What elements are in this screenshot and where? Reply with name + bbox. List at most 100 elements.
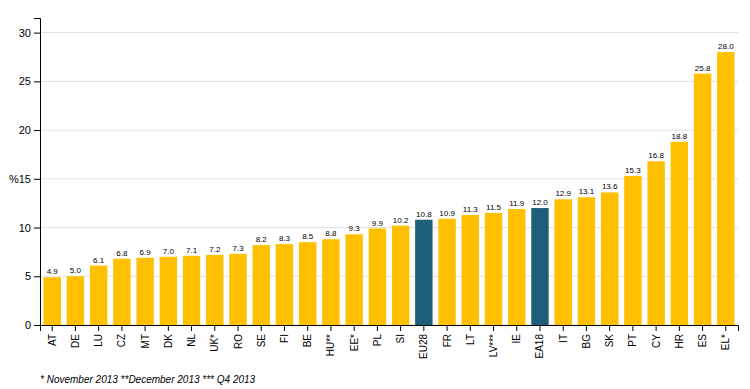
x-tick-label: SE [256,334,267,348]
bar [624,176,641,325]
x-tick-label: IE [511,334,522,344]
x-tick-label: HU** [325,334,336,356]
data-label: 9.3 [349,224,361,233]
y-axis-line [34,19,41,326]
data-label: 10.8 [416,210,432,219]
x-tick: NL [186,325,197,347]
x-tick-mark [493,325,494,331]
x-tick-label: BE [302,334,313,348]
y-tick: %15 [9,173,40,185]
x-tick: HU** [325,325,336,356]
x-tick-mark [238,325,239,331]
x-tick: PT [627,325,638,347]
x-tick-label: MT [140,334,151,348]
data-label: 18.8 [672,132,688,141]
bar [647,161,664,325]
x-tick-mark [168,325,169,331]
grid-line [40,81,738,82]
data-label: 5.0 [70,266,82,275]
bar [276,244,293,325]
annotations: * November 2013 **December 2013 *** Q4 2… [40,374,256,385]
x-tick: ES [697,325,708,347]
data-label: 10.2 [393,216,409,225]
data-label: 4.9 [47,267,59,276]
x-tick-label: EU28 [418,334,429,359]
x-tick-mark [400,325,401,331]
data-label: 25.8 [695,64,711,73]
x-tick: AT [47,325,58,346]
x-tick-mark [330,325,331,331]
x-tick-label: SK [604,334,615,348]
bar [136,258,153,325]
bar [462,215,479,325]
data-label: 10.9 [439,209,455,218]
x-tick-label: LT [465,334,476,345]
x-tick-label: SI [395,334,406,343]
data-label: 16.8 [648,151,664,160]
data-label: 28.0 [718,42,734,51]
y-tick-label: 25 [19,75,31,87]
x-tick-mark [354,325,355,331]
x-tick: DK [163,325,174,348]
x-tick-mark [145,325,146,331]
bar [229,254,246,325]
data-label: 11.5 [486,203,502,212]
y-tick-mark [34,325,40,326]
bar [508,209,525,325]
y-tick: 30 [19,27,40,39]
x-tick-mark [191,325,192,331]
data-label: 15.3 [625,166,641,175]
y-tick-label: 30 [19,27,31,39]
x-tick: EU28 [418,325,429,359]
data-label: 8.2 [256,235,268,244]
bar [531,208,548,325]
data-label: 6.1 [93,256,105,265]
x-tick-mark [307,325,308,331]
y-tick-mark [34,33,40,34]
x-tick-label: UK* [209,334,220,352]
x-tick-label: FI [279,334,290,343]
y-tick-label: 5 [25,270,31,282]
x-tick-label: DK [163,334,174,348]
x-tick-mark [447,325,448,331]
bar [299,242,316,325]
bar [345,234,362,325]
y-axis: 0510%15202530 [9,19,41,332]
y-tick-mark [34,179,40,180]
grid-line [40,130,738,131]
x-tick: EA18 [534,325,545,358]
y-tick-label: 0 [25,319,31,331]
x-tick-label: NL [186,334,197,347]
x-tick-label: HR [674,334,685,348]
bar [253,245,270,325]
data-label: 6.8 [116,249,128,258]
data-label: 13.1 [579,187,595,196]
y-tick: 10 [19,222,40,234]
data-label: 11.9 [509,199,525,208]
x-tick-label: AT [47,334,58,346]
x-tick-label: EA18 [534,334,545,359]
x-tick-mark [679,325,680,331]
x-tick-label: CY [651,334,662,348]
bar [717,52,734,325]
x-tick-label: FR [442,334,453,347]
bar [671,142,688,325]
bar [438,219,455,325]
data-label: 7.0 [163,247,175,256]
x-tick-label: PT [627,334,638,347]
x-tick: SE [256,325,267,347]
x-tick-mark [75,325,76,331]
y-tick-mark [34,130,40,131]
x-tick-mark [725,325,726,331]
data-label: 7.1 [186,246,198,255]
x-tick: EE* [349,325,360,351]
data-label: 8.3 [279,234,291,243]
bar [206,255,223,325]
x-tick: LU [93,325,104,347]
x-tick: SI [395,325,406,343]
x-tick: CY [651,325,662,348]
x-tick-mark [609,325,610,331]
bar [485,213,502,325]
x-tick-label: ES [697,334,708,348]
data-label: 8.8 [325,229,337,238]
